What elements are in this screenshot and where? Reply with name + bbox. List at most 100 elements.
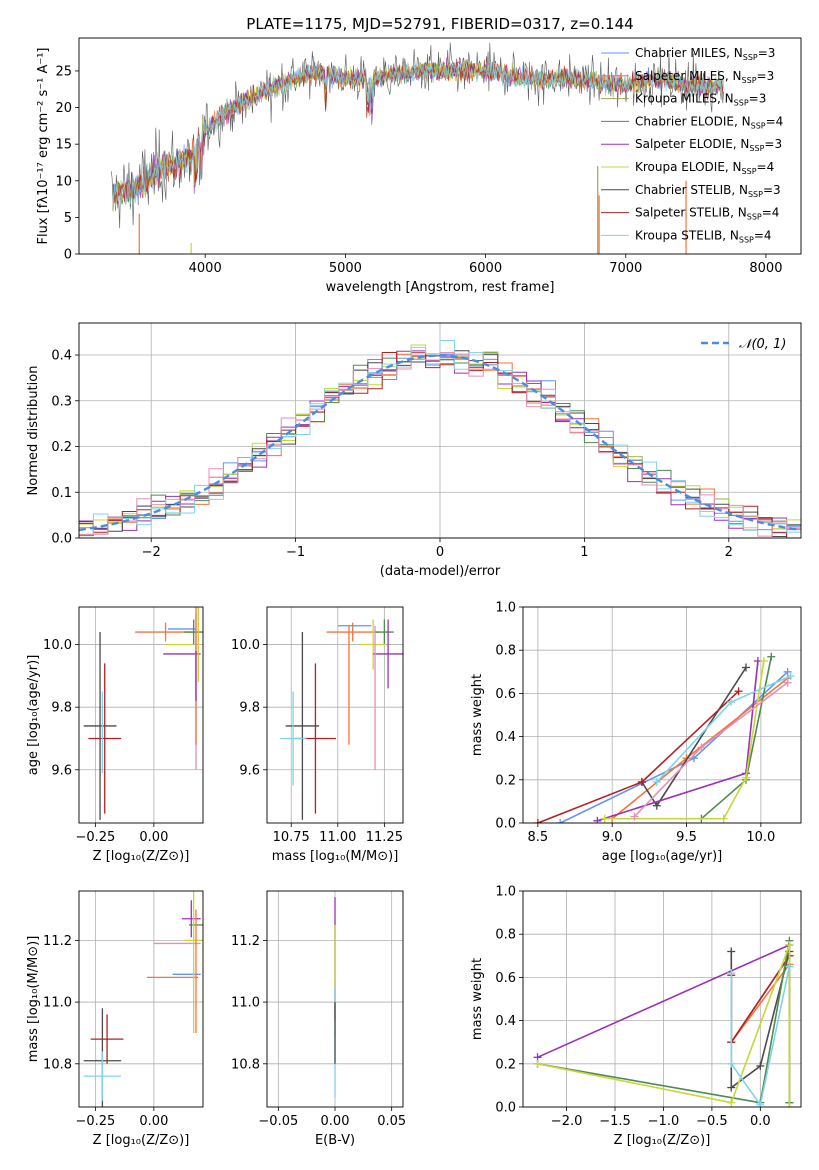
x-axis-label: Z [log₁₀(Z/Z⊙)] [93, 1133, 190, 1148]
mass-weight-marker [533, 819, 542, 823]
errorbar-point [375, 619, 394, 645]
spectrum-series-line [112, 62, 724, 212]
mass-weight-marker [652, 801, 661, 810]
legend-label: Kroupa ELODIE, NSSP=4 [635, 160, 774, 176]
mass-weight-marker [759, 657, 768, 665]
mass-weight-marker [727, 947, 736, 956]
mass-weight-marker [697, 743, 706, 752]
y-tick-label: 0.8 [495, 928, 516, 943]
errorbar-point [360, 619, 387, 670]
normal-reference-curve [79, 354, 799, 532]
axes-frame [78, 890, 204, 1108]
y-tick-label: 11.2 [43, 934, 72, 949]
y-tick-label: 10.8 [231, 1057, 260, 1072]
y-tick-label: 0.8 [495, 644, 516, 659]
y-tick-label: 11.2 [231, 934, 260, 949]
panel-mass-vs-EBV: −0.05 0.00 0.05 10.8 11.0 11.2 E(B-V) [231, 890, 406, 1148]
y-tick-label: 0.3 [51, 394, 72, 409]
y-tick-label: 0.4 [51, 349, 72, 364]
mass-weight-marker [652, 777, 661, 786]
plot-area-mass-vs-Z [83, 891, 203, 1107]
x-axis-label: wavelength [Angstrom, rest frame] [326, 280, 555, 295]
errorbar-point [184, 619, 203, 645]
x-tick-label: 11.00 [319, 830, 356, 845]
legend-label: Salpeter STELIB, NSSP=4 [635, 206, 779, 222]
x-tick-label: 2 [725, 545, 733, 560]
y-tick-label: 0.4 [495, 1014, 516, 1029]
x-tick-label: 1 [580, 545, 588, 560]
mass-weight-marker [600, 814, 609, 823]
errorbar-point [181, 900, 201, 938]
y-tick-label: 11.0 [43, 996, 72, 1011]
y-tick-label: 10.8 [43, 1057, 72, 1072]
mass-weight-marker [741, 773, 750, 782]
mass-weight-marker [756, 1100, 765, 1107]
mass-weight-marker [756, 1061, 765, 1070]
mass-weight-marker [533, 1059, 542, 1068]
x-tick-label: −2 [142, 545, 161, 560]
histogram-series [79, 340, 801, 535]
panel-spectrum: 4000 5000 6000 7000 8000 0 5 10 15 20 25 wavelength… [36, 37, 802, 295]
y-axis-label: mass [log₁₀(M/M⊙)] [26, 936, 41, 1063]
x-tick-label: 0.0 [750, 1114, 771, 1129]
y-tick-label: 9.8 [51, 701, 72, 716]
x-tick-label: 9.5 [676, 830, 697, 845]
y-tick-label: 9.8 [239, 701, 260, 716]
x-axis-label: Z [log₁₀(Z/Z⊙)] [614, 1133, 711, 1148]
legend-label: Salpeter ELODIE, NSSP=3 [635, 137, 782, 153]
errorbar-point [88, 663, 122, 814]
legend-label: 𝒩(0, 1) [739, 337, 786, 352]
mass-weight-marker [637, 777, 646, 786]
x-tick-label: −2.0 [551, 1114, 583, 1129]
x-axis-label: E(B-V) [315, 1133, 355, 1148]
x-tick-label: 0.00 [321, 1114, 350, 1129]
y-tick-label: 20 [55, 101, 72, 116]
y-tick-label: 9.6 [51, 763, 72, 778]
axes-frame [78, 322, 802, 539]
x-tick-label: 0.00 [139, 1114, 168, 1129]
y-tick-label: 9.6 [239, 763, 260, 778]
y-axis-label: Flux [fλ10⁻¹⁷ erg cm⁻² s⁻¹ A⁻¹] [36, 48, 51, 245]
mass-weight-marker [727, 1098, 736, 1107]
x-tick-label: 10.75 [273, 830, 310, 845]
x-tick-label: −1.5 [599, 1114, 631, 1129]
legend: 𝒩(0, 1) [701, 337, 786, 352]
x-tick-label: 11.25 [366, 830, 403, 845]
mass-weight-marker [741, 663, 750, 672]
y-axis-label: Normed distribution [26, 366, 41, 496]
mass-weight-marker [593, 816, 602, 823]
y-tick-label: 0.0 [495, 1101, 516, 1116]
mass-weight-marker [719, 814, 728, 823]
x-tick-label: 9.0 [602, 830, 623, 845]
y-tick-label: 0.0 [495, 817, 516, 832]
plot-area-age-vs-mass [280, 619, 403, 820]
errorbar-point [285, 632, 320, 820]
x-tick-label: 10.0 [746, 830, 775, 845]
y-tick-label: 10.0 [231, 638, 260, 653]
y-tick-label: 5 [64, 211, 72, 226]
errorbar-point [280, 691, 307, 786]
plot-area-residuals [79, 340, 801, 538]
y-tick-label: 0.0 [51, 532, 72, 547]
y-tick-label: 25 [55, 64, 72, 79]
y-tick-label: 11.0 [231, 996, 260, 1011]
legend-label: Kroupa STELIB, NSSP=4 [635, 228, 772, 244]
x-tick-label: 5000 [329, 261, 362, 276]
axes-frame [522, 890, 802, 1108]
legend-label: Chabrier MILES, NSSP=3 [635, 46, 775, 62]
axes-frame [78, 606, 204, 824]
y-tick-label: 0 [64, 248, 72, 263]
mass-weight-marker [727, 1059, 736, 1068]
panel-residuals: −2 −1 0 1 2 0.0 0.1 0.2 0.3 0.4 (data-model)/error… [26, 322, 802, 579]
x-axis-label: mass [log₁₀(M/M⊙)] [272, 849, 399, 864]
mass-weight-marker [556, 819, 565, 823]
axes-frame [78, 37, 802, 255]
y-axis-label: mass weight [470, 958, 485, 1040]
legend-label: Chabrier ELODIE, NSSP=4 [635, 114, 783, 130]
mass-weight-marker [767, 652, 776, 661]
panel-massweight-vs-age: 8.5 9.0 9.5 10.0 0.0 0.2 0.4 0.6 0.8 1.0 age [log₁… [470, 601, 802, 864]
errorbar-point [184, 891, 203, 1033]
y-tick-label: 0.6 [495, 971, 516, 986]
spectrum-series-line [112, 60, 724, 207]
